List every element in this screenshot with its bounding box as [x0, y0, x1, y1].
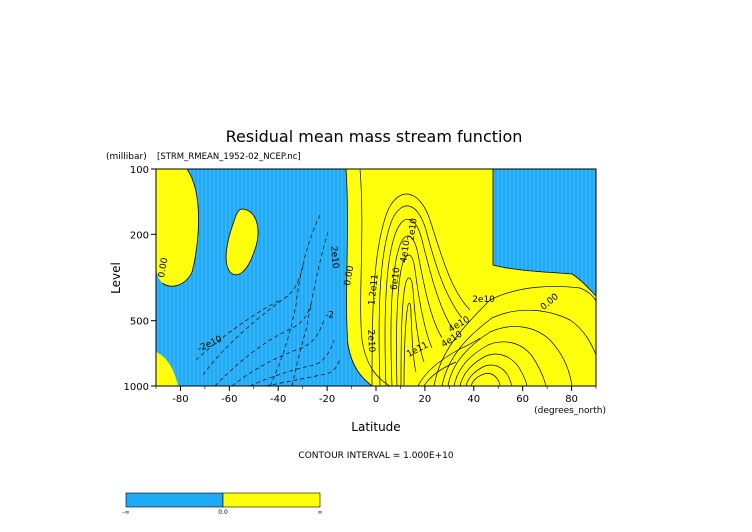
zero-contour: [345, 169, 373, 386]
x-tick-label: -20: [319, 394, 335, 405]
zero-contour: [492, 169, 596, 297]
pos-contour: [423, 361, 457, 386]
pos-contour: [403, 302, 417, 386]
x-tick-label: 0: [373, 394, 379, 405]
pos-contour: [447, 326, 573, 386]
x-ticks: -80 -60 -40 -20 0 20 40 60 80: [155, 386, 597, 405]
colorbar-label-zero: 0.0: [218, 509, 228, 516]
neg-contour: [269, 214, 321, 386]
colorbar-label-max: ∞: [318, 509, 323, 516]
y-axis-label: Level: [109, 262, 123, 294]
y-tick-label: 1000: [124, 382, 149, 393]
y-tick-label: 200: [130, 230, 149, 241]
pos-contour: [396, 254, 433, 386]
colorbar-negative: [125, 492, 224, 508]
x-tick-label: 20: [419, 394, 432, 405]
zero-contour: [161, 169, 199, 287]
contour-interval-text: CONTOUR INTERVAL = 1.000E+10: [298, 451, 453, 461]
x-tick-label: 80: [565, 394, 578, 405]
neg-contour: [214, 299, 313, 386]
pos-contour: [459, 353, 528, 386]
neg-contour: [195, 299, 281, 361]
y-tick-label: 500: [130, 317, 149, 328]
contour-label: 2e10: [407, 217, 420, 241]
zero-contours: [161, 169, 596, 386]
pos-contour: [371, 193, 471, 386]
contour-labels: 0.00-2e10-20.002e102e102e104e106e101.2e1…: [157, 217, 561, 359]
x-units-label: (degrees_north): [534, 406, 606, 416]
contour-label: 6e10: [390, 266, 403, 290]
pos-contour: [359, 169, 391, 386]
negative-contours: [195, 214, 341, 386]
grid-overlay: [156, 169, 596, 386]
chart-title: Residual mean mass stream function: [226, 127, 523, 146]
zero-contour: [225, 208, 259, 276]
contour-label: -2: [325, 310, 334, 320]
neg-contour: [265, 357, 341, 386]
y-tick-label: 100: [130, 165, 149, 176]
neg-contour: [249, 339, 335, 386]
positive-contours: [359, 169, 596, 386]
contour-label: 0.00: [157, 257, 170, 279]
pos-contour: [453, 341, 547, 386]
y-ticks: 100 200 500 1000: [124, 165, 156, 393]
contour-label: 0.00: [343, 265, 356, 287]
neg-contour: [231, 319, 325, 386]
pos-contour: [470, 373, 501, 386]
contour-label: 4e10: [399, 239, 412, 263]
pos-contour: [400, 277, 425, 386]
x-tick-label: -60: [221, 394, 237, 405]
chart-subtitle: [STRM_RMEAN_1952-02_NCEP.nc]: [157, 152, 301, 162]
pos-contour: [417, 337, 481, 386]
x-tick-label: 60: [516, 394, 529, 405]
colorbar: -∞ 0.0 ∞: [122, 492, 323, 516]
contour-label: 1.2e11: [367, 274, 380, 306]
plot-area: 0.00-2e10-20.002e102e102e104e106e101.2e1…: [156, 169, 596, 386]
contour-label: 2e10: [328, 246, 340, 270]
contour-label: 2e10: [365, 329, 376, 352]
x-axis-label: Latitude: [351, 420, 400, 434]
contour-label: 2e10: [472, 295, 495, 305]
x-tick-label: -40: [270, 394, 286, 405]
pos-contour: [378, 205, 463, 386]
neg-contour: [202, 261, 305, 376]
colorbar-label-min: -∞: [122, 509, 129, 516]
x-tick-label: 40: [467, 394, 480, 405]
x-tick-label: -80: [172, 394, 188, 405]
pos-contour: [433, 286, 596, 386]
pos-contour: [390, 235, 443, 386]
pos-contour: [465, 364, 513, 386]
y-units-label: (millibar): [106, 152, 147, 162]
colorbar-positive: [222, 492, 321, 508]
